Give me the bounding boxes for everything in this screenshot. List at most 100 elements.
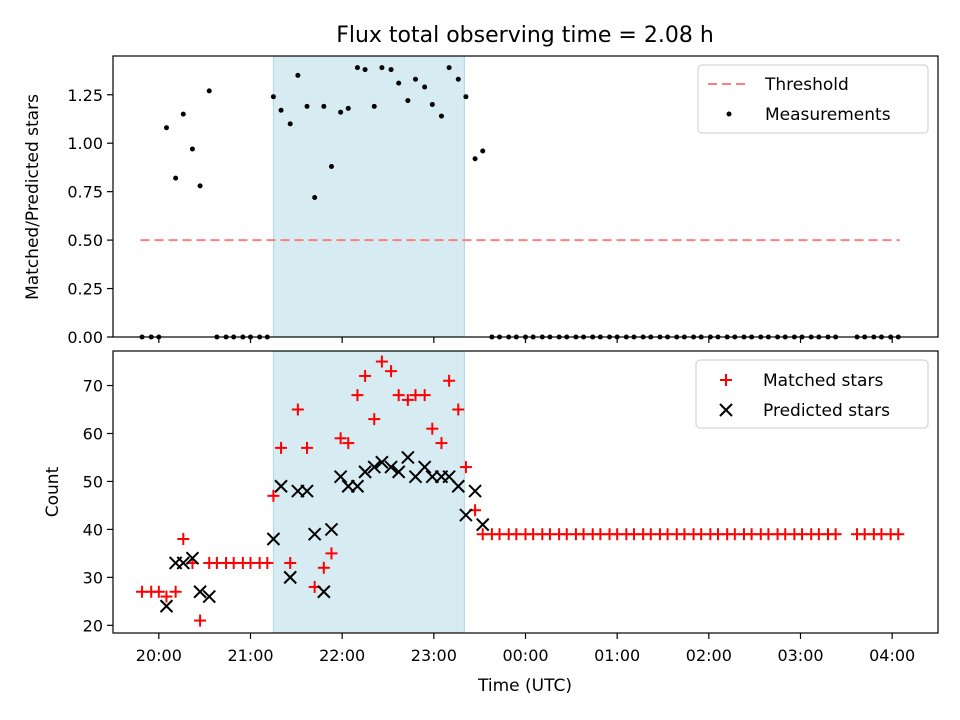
measurement-point	[413, 76, 418, 82]
bottom-x-tick-label: 04:00	[869, 646, 915, 665]
measurement-point	[295, 72, 301, 78]
measurement-point	[455, 76, 461, 82]
matched-star-point	[342, 437, 355, 450]
predicted-star-point	[401, 450, 415, 465]
bottom-legend-box	[695, 359, 929, 429]
bottom-x-tick-label: 23:00	[411, 646, 457, 665]
bottom-x-tick-label: 01:00	[594, 646, 640, 665]
x-axis-label: Time (UTC)	[477, 676, 572, 696]
matched-star-point	[160, 590, 173, 603]
legend-predicted-label: Predicted stars	[763, 401, 890, 421]
predicted-star-point	[367, 460, 381, 474]
measurement-point	[163, 125, 169, 131]
bottom-points	[136, 355, 905, 627]
top-x-ticks	[158, 337, 893, 343]
measurement-point	[173, 175, 179, 181]
measurement-point	[197, 183, 203, 189]
top-y-tick-label: 0.00	[67, 328, 103, 347]
matched-star-point	[325, 547, 338, 560]
predicted-star-point	[300, 484, 314, 498]
top-legend: Threshold Measurements	[697, 64, 929, 134]
matched-star-point	[194, 614, 207, 627]
matched-star-point	[284, 556, 297, 569]
legend-measurements-swatch	[726, 111, 732, 117]
bottom-y-axis-label: Count	[43, 466, 63, 517]
bottom-x-tick-label: 21:00	[227, 646, 273, 665]
measurement-point	[354, 65, 360, 71]
predicted-star-point	[358, 465, 372, 479]
top-y-tick-label: 1.00	[67, 134, 103, 153]
matched-star-point	[392, 389, 405, 402]
predicted-star-point	[274, 479, 288, 493]
bottom-y-tick-label: 20	[83, 616, 103, 635]
matched-star-point	[452, 403, 465, 416]
legend-predicted-swatch	[719, 403, 733, 417]
top-shaded-interval	[273, 56, 465, 337]
measurement-point	[312, 194, 318, 200]
matched-star-point	[418, 389, 431, 402]
matched-star-point	[334, 432, 347, 445]
figure-title: Flux total observing time = 2.08 h	[336, 23, 714, 48]
legend-matched-swatch	[720, 374, 732, 386]
measurement-point	[388, 67, 394, 73]
bottom-x-tick-label: 02:00	[686, 646, 732, 665]
measurement-point	[446, 65, 452, 71]
measurement-point	[463, 94, 469, 100]
predicted-star-point	[159, 599, 174, 613]
predicted-star-point	[468, 484, 482, 498]
predicted-star-point	[307, 527, 322, 541]
predicted-star-point	[384, 460, 398, 474]
predicted-star-point	[202, 589, 216, 604]
predicted-star-point	[459, 508, 473, 522]
bottom-x-tick-label: 20:00	[136, 646, 182, 665]
bottom-y-tick-label: 40	[83, 520, 103, 539]
measurement-point	[371, 103, 377, 109]
bottom-y-tick-label: 60	[83, 424, 103, 443]
bottom-y-tick-label: 50	[83, 472, 103, 491]
matched-star-point	[152, 585, 165, 598]
matched-star-point	[385, 365, 398, 378]
measurement-point	[429, 101, 435, 107]
matched-star-point	[426, 422, 439, 435]
predicted-star-point	[266, 532, 281, 546]
matched-star-point	[169, 585, 182, 598]
predicted-star-point	[476, 517, 490, 532]
predicted-star-point	[350, 479, 365, 493]
top-axes-frame	[112, 55, 939, 338]
matched-star-point	[291, 403, 304, 416]
bottom-y-tick-label: 30	[83, 568, 103, 587]
predicted-star-point	[185, 551, 200, 565]
bottom-shaded-interval	[273, 351, 465, 633]
measurement-point	[379, 65, 385, 71]
matched-star-point	[267, 489, 280, 502]
bottom-y-ticks: 20 30 40 50 60 70	[83, 377, 113, 635]
matched-star-point	[275, 441, 288, 454]
predicted-star-point	[193, 585, 207, 599]
measurement-point	[287, 121, 293, 127]
matched-star-point	[443, 374, 456, 387]
measurement-point	[270, 94, 276, 100]
measurement-point	[362, 67, 368, 73]
matched-star-point	[375, 355, 388, 368]
matched-star-point	[892, 528, 905, 541]
measurement-point	[206, 88, 212, 94]
bottom-axes-frame	[112, 350, 939, 634]
bottom-legend: Matched stars Predicted stars	[695, 359, 929, 429]
predicted-star-point	[391, 465, 406, 479]
bottom-panel: 20 30 40 50 60 70 20:00 21:00 22:00 23:00 00:00 01…	[43, 350, 939, 696]
bottom-x-tick-label: 22:00	[319, 646, 365, 665]
predicted-star-point	[417, 460, 432, 474]
top-y-axis-label: Matched/Predicted stars	[23, 94, 43, 300]
bottom-x-tick-label: 03:00	[777, 646, 823, 665]
top-panel: 0.00 0.25 0.50 0.75 1.00 1.25 Matched/Predict…	[23, 55, 939, 347]
predicted-star-point	[333, 469, 348, 484]
predicted-star-point	[283, 570, 297, 585]
predicted-star-point	[451, 479, 465, 493]
bottom-y-tick-label: 70	[83, 377, 103, 396]
matched-star-point	[317, 561, 330, 574]
measurement-point	[480, 148, 486, 154]
matched-star-point	[177, 533, 190, 545]
predicted-star-point	[317, 585, 331, 599]
top-y-tick-label: 1.25	[67, 86, 103, 105]
